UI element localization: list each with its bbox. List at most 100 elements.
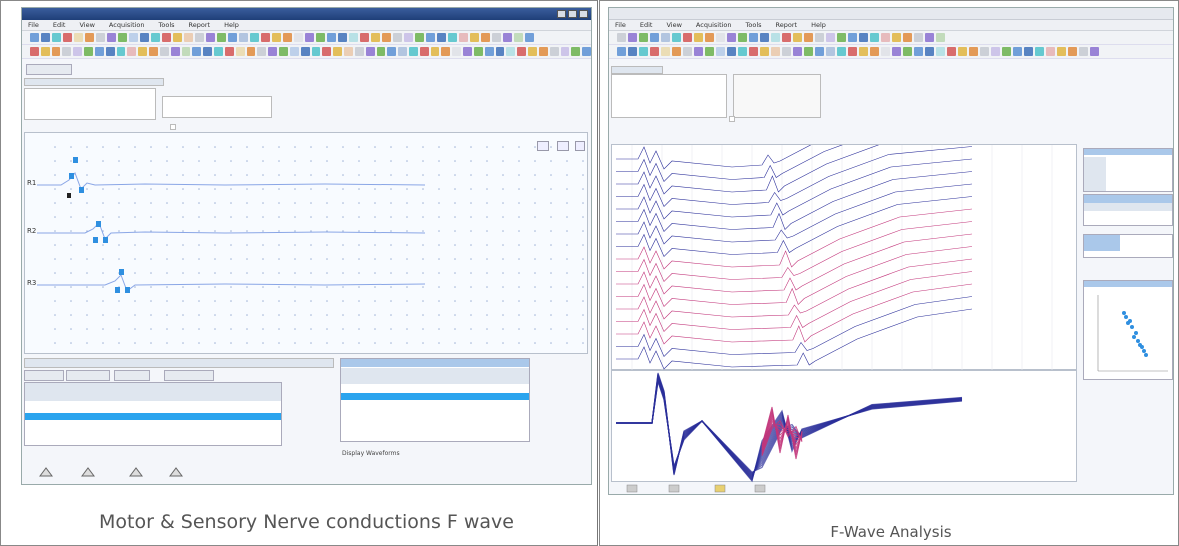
toolbar-icon[interactable]: [408, 47, 418, 56]
toolbar-icon[interactable]: [322, 47, 332, 56]
fwave-comment-field[interactable]: [733, 74, 821, 118]
filter-button[interactable]: [575, 141, 585, 151]
toolbar-icon[interactable]: [470, 33, 479, 42]
menu-item[interactable]: Tools: [745, 21, 762, 29]
toolbar-icon[interactable]: [549, 47, 559, 56]
toolbar-icon[interactable]: [316, 33, 325, 42]
toolbar-icon[interactable]: [184, 33, 193, 42]
toolbar-icon[interactable]: [138, 47, 148, 56]
toolbar-icon[interactable]: [51, 47, 61, 56]
menu-item[interactable]: Edit: [52, 21, 66, 29]
toolbar-icon[interactable]: [793, 33, 802, 42]
toolbar-icon[interactable]: [694, 47, 703, 56]
tab-conduction[interactable]: [66, 370, 110, 381]
toolbar-icon[interactable]: [991, 47, 1000, 56]
toolbar-icon[interactable]: [793, 47, 802, 56]
toolbar-icon[interactable]: [333, 47, 343, 56]
toolbar-icon[interactable]: [914, 47, 923, 56]
toolbar-icon[interactable]: [127, 47, 137, 56]
toolbar-icon[interactable]: [1002, 47, 1011, 56]
toolbar-icon[interactable]: [650, 33, 659, 42]
toolbar-icon[interactable]: [495, 47, 505, 56]
results-selected-row[interactable]: [25, 413, 281, 420]
toolbar-icon[interactable]: [1057, 47, 1066, 56]
toolbar-icon[interactable]: [672, 33, 681, 42]
toolbar-icon[interactable]: [881, 33, 890, 42]
toolbar-icon[interactable]: [268, 47, 278, 56]
toolbar-icon[interactable]: [815, 47, 824, 56]
toolbar-icon[interactable]: [344, 47, 353, 56]
toolbar-icon[interactable]: [639, 33, 648, 42]
toolbar-icon[interactable]: [404, 33, 413, 42]
toolbar-icon[interactable]: [859, 47, 868, 56]
toolbar-icon[interactable]: [738, 47, 747, 56]
toolbar-icon[interactable]: [1046, 47, 1055, 56]
toolbar-icon[interactable]: [525, 33, 534, 42]
toolbar-icon[interactable]: [650, 47, 659, 56]
toolbar-icon[interactable]: [360, 33, 369, 42]
toolbar-icon[interactable]: [206, 33, 215, 42]
close-button[interactable]: [579, 10, 588, 18]
minimize-button[interactable]: [557, 10, 566, 18]
toolbar-icon[interactable]: [914, 33, 923, 42]
toolbar-icon[interactable]: [30, 47, 39, 56]
toolbar-icon[interactable]: [203, 47, 213, 56]
toolbar-icon[interactable]: [958, 47, 967, 56]
menu-item[interactable]: Tools: [158, 21, 175, 29]
toolbar-icon[interactable]: [441, 47, 451, 56]
toolbar-icon[interactable]: [936, 47, 945, 56]
toolbar-icon[interactable]: [683, 33, 692, 42]
toolbar-icon[interactable]: [661, 47, 670, 56]
sensitivity-button[interactable]: [537, 141, 549, 151]
toolbar-icon[interactable]: [279, 47, 288, 56]
toolbar-icon[interactable]: [782, 47, 791, 56]
toolbar-icon[interactable]: [63, 33, 72, 42]
menu-item[interactable]: Help: [224, 21, 239, 29]
menu-item[interactable]: File: [28, 21, 39, 29]
toolbar-icon[interactable]: [228, 33, 237, 42]
toolbar-icon[interactable]: [1024, 47, 1033, 56]
menu-item[interactable]: Acquisition: [108, 21, 145, 29]
toolbar-icon[interactable]: [107, 33, 116, 42]
toolbar-icon[interactable]: [311, 47, 321, 56]
toolbar-icon[interactable]: [484, 47, 494, 56]
toolbar-icon[interactable]: [272, 33, 281, 42]
toolbar-icon[interactable]: [283, 33, 292, 42]
menu-item[interactable]: View: [79, 21, 95, 29]
toolbar-icon[interactable]: [129, 33, 138, 42]
toolbar-icon[interactable]: [582, 47, 591, 56]
toolbar-icon[interactable]: [289, 47, 299, 56]
toolbar-icon[interactable]: [294, 33, 303, 42]
toolbar-icon[interactable]: [74, 33, 83, 42]
toolbar-icon[interactable]: [560, 47, 570, 56]
toolbar-icon[interactable]: [628, 47, 637, 56]
toolbar-icon[interactable]: [419, 47, 429, 56]
toolbar-icon[interactable]: [771, 33, 780, 42]
toolbar-icon[interactable]: [140, 33, 149, 42]
toolbar-icon[interactable]: [617, 33, 626, 42]
tab-latency[interactable]: [114, 370, 150, 381]
toolbar-icon[interactable]: [538, 47, 548, 56]
toolbar-icon[interactable]: [672, 47, 681, 56]
toolbar-icon[interactable]: [62, 47, 72, 56]
toolbar-icon[interactable]: [837, 33, 846, 42]
toolbar-icon[interactable]: [727, 47, 736, 56]
toolbar-icon[interactable]: [503, 33, 512, 42]
toolbar-icon[interactable]: [235, 47, 245, 56]
toolbar-icon[interactable]: [246, 47, 256, 56]
toolbar-icon[interactable]: [870, 47, 879, 56]
toolbar-icon[interactable]: [463, 47, 472, 56]
toolbar-icon[interactable]: [94, 47, 104, 56]
toolbar-icon[interactable]: [430, 47, 440, 56]
toolbar-icon[interactable]: [804, 47, 813, 56]
toolbar-icon[interactable]: [815, 33, 824, 42]
toolbar-icon[interactable]: [694, 33, 703, 42]
menu-item[interactable]: Report: [775, 21, 798, 29]
toolbar-icon[interactable]: [771, 47, 780, 56]
toolbar-icon[interactable]: [224, 47, 234, 56]
toolbar-icon[interactable]: [826, 33, 835, 42]
toolbar-icon[interactable]: [437, 33, 446, 42]
toolbar-icon[interactable]: [426, 33, 435, 42]
maximize-button[interactable]: [568, 10, 577, 18]
toolbar-icon[interactable]: [903, 33, 912, 42]
